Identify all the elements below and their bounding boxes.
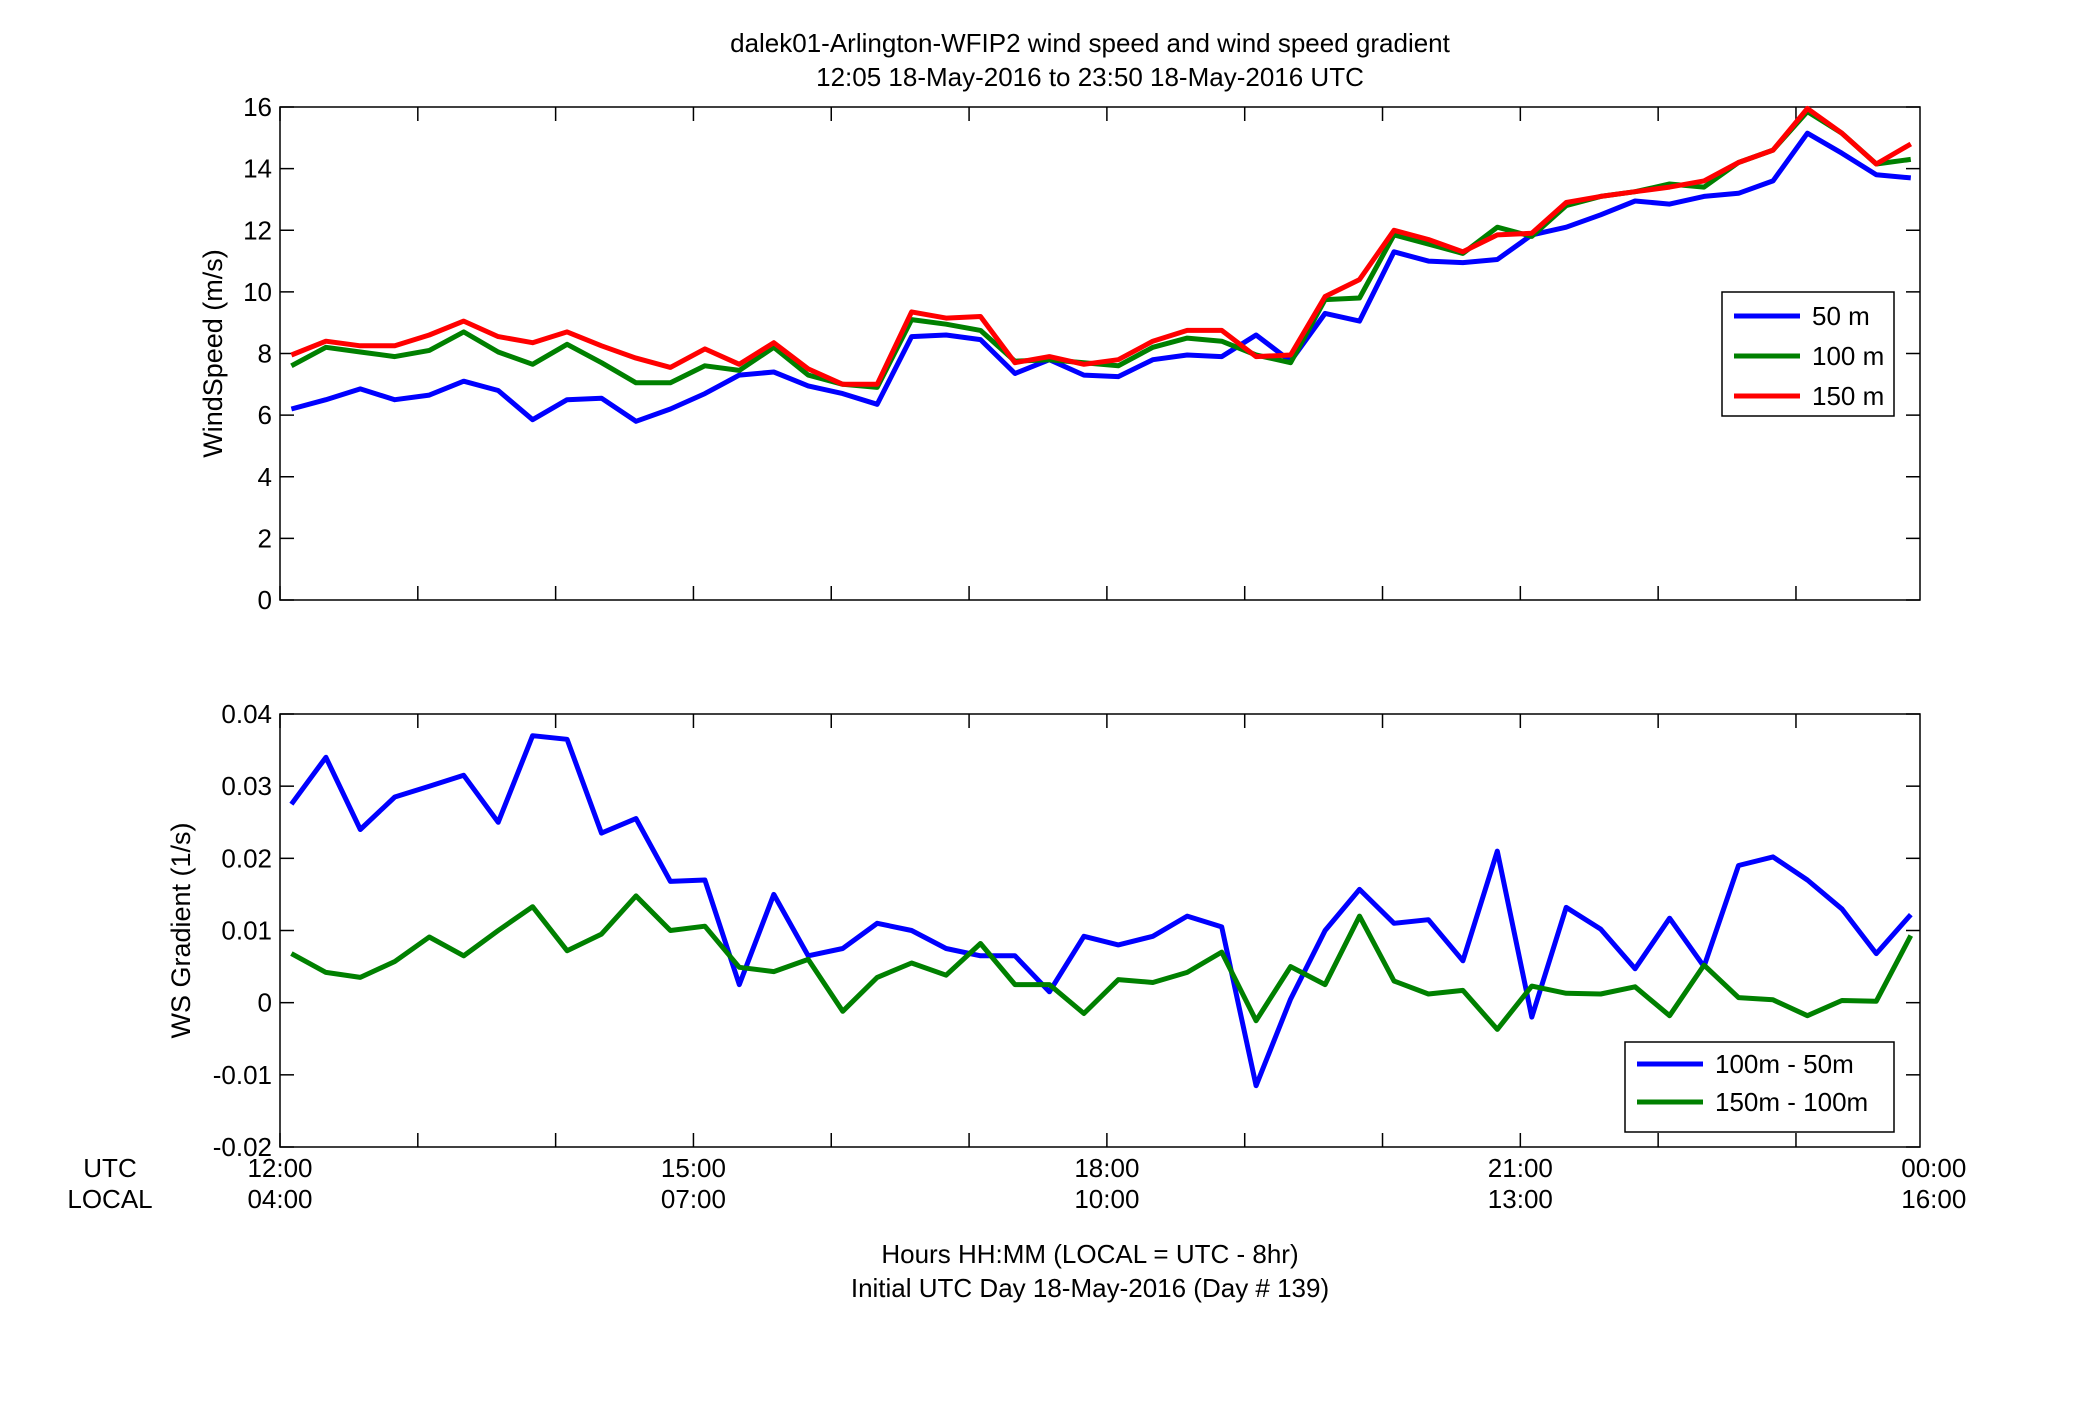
x-axis-label-line1: Hours HH:MM (LOCAL = UTC - 8hr) bbox=[881, 1239, 1298, 1269]
utc-tick-label: 15:00 bbox=[661, 1153, 726, 1183]
y-tick-label: 8 bbox=[258, 339, 272, 369]
utc-tick-label: 00:00 bbox=[1901, 1153, 1966, 1183]
y-tick-label: 0.02 bbox=[221, 843, 272, 873]
x-axis-label-line2: Initial UTC Day 18-May-2016 (Day # 139) bbox=[851, 1273, 1329, 1303]
utc-row-label: UTC bbox=[83, 1153, 136, 1183]
y-tick-label: 0.04 bbox=[221, 699, 272, 729]
y-tick-label: 12 bbox=[243, 215, 272, 245]
local-tick-label: 07:00 bbox=[661, 1184, 726, 1214]
utc-tick-label: 18:00 bbox=[1074, 1153, 1139, 1183]
legend-label: 50 m bbox=[1812, 301, 1870, 331]
chart-title-line2: 12:05 18-May-2016 to 23:50 18-May-2016 U… bbox=[816, 62, 1364, 92]
y-tick-label: 10 bbox=[243, 277, 272, 307]
utc-tick-label: 21:00 bbox=[1488, 1153, 1553, 1183]
y-tick-label: 0 bbox=[258, 988, 272, 1018]
y-tick-label: -0.02 bbox=[213, 1132, 272, 1162]
windspeed-panel: 0 2 4 6 8 10 12 14 16 WindSpeed (m/s) 50 m 100 m 150… bbox=[198, 92, 1921, 615]
gradient-panel: -0.02 -0.01 0 0.01 0.02 0.03 0.04 WS Gradient (… bbox=[166, 699, 1921, 1162]
legend-label: 150m - 100m bbox=[1715, 1087, 1868, 1117]
series-line-150m-100m bbox=[290, 893, 1914, 1032]
legend-label: 100 m bbox=[1812, 341, 1884, 371]
y-tick-label: 14 bbox=[243, 154, 272, 184]
local-tick-label: 04:00 bbox=[247, 1184, 312, 1214]
y-tick-label: -0.01 bbox=[213, 1060, 272, 1090]
legend-label: 150 m bbox=[1812, 381, 1884, 411]
legend-label: 100m - 50m bbox=[1715, 1049, 1854, 1079]
axes-frame bbox=[279, 106, 1921, 601]
y-tick-label: 0 bbox=[258, 585, 272, 615]
y-tick-label: 4 bbox=[258, 462, 272, 492]
local-row-label: LOCAL bbox=[67, 1184, 152, 1214]
local-tick-label: 10:00 bbox=[1074, 1184, 1139, 1214]
legend-box bbox=[1624, 1041, 1895, 1133]
y-tick-label: 0.03 bbox=[221, 771, 272, 801]
series-line-50m bbox=[290, 130, 1912, 424]
legend: 50 m 100 m 150 m bbox=[1721, 291, 1895, 417]
y-tick-label: 6 bbox=[258, 400, 272, 430]
local-tick-label: 13:00 bbox=[1488, 1184, 1553, 1214]
y-axis-label: WindSpeed (m/s) bbox=[198, 249, 228, 458]
y-tick-label: 2 bbox=[258, 523, 272, 553]
chart-title-line1: dalek01-Arlington-WFIP2 wind speed and w… bbox=[730, 28, 1451, 58]
y-axis-label: WS Gradient (1/s) bbox=[166, 822, 196, 1038]
y-tick-label: 0.01 bbox=[221, 916, 272, 946]
series-line-150m bbox=[290, 106, 1913, 387]
legend: 100m - 50m 150m - 100m bbox=[1624, 1041, 1895, 1133]
y-tick-label: 16 bbox=[243, 92, 272, 122]
utc-tick-label: 12:00 bbox=[247, 1153, 312, 1183]
series-line-100m-50m bbox=[289, 733, 1913, 1089]
local-tick-label: 16:00 bbox=[1901, 1184, 1966, 1214]
